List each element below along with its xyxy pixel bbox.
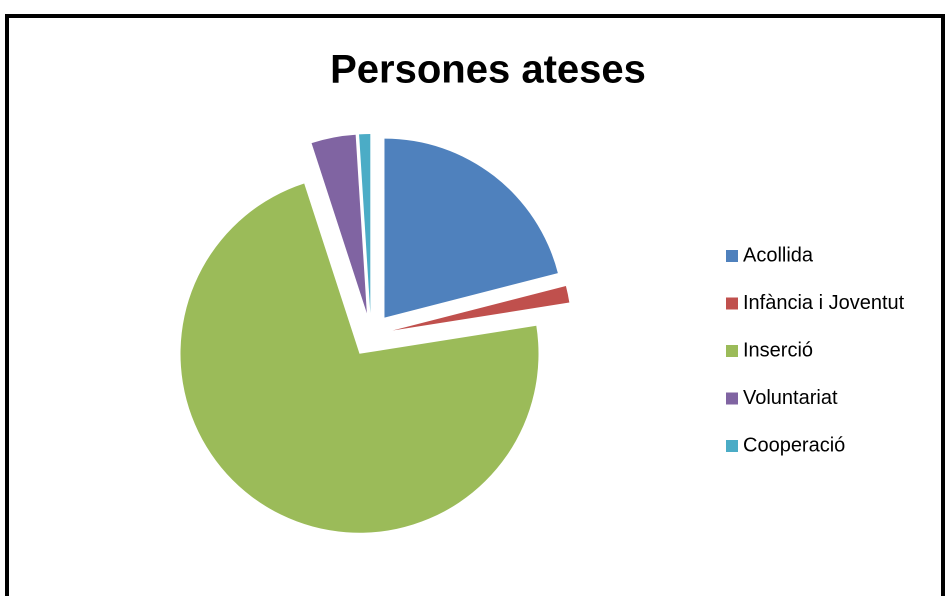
legend-swatch — [726, 345, 738, 357]
pie-slice — [384, 138, 558, 318]
legend-label: Infància i Joventut — [743, 292, 905, 314]
legend-label: Cooperació — [743, 434, 845, 456]
legend-swatch — [726, 440, 738, 452]
legend-swatch — [726, 297, 738, 310]
legend-swatch — [726, 392, 738, 405]
chart-frame — [5, 14, 945, 601]
pie-slice — [311, 134, 367, 314]
pie-slice — [359, 134, 371, 314]
legend-label: Voluntariat — [743, 387, 838, 409]
chart-title: Persones ateses — [330, 48, 646, 92]
pie-slice — [180, 183, 539, 533]
legend-label: Acollida — [743, 244, 814, 266]
legend-swatch — [726, 250, 738, 262]
legend-label: Inserció — [743, 339, 813, 361]
pie-slice — [392, 286, 570, 331]
